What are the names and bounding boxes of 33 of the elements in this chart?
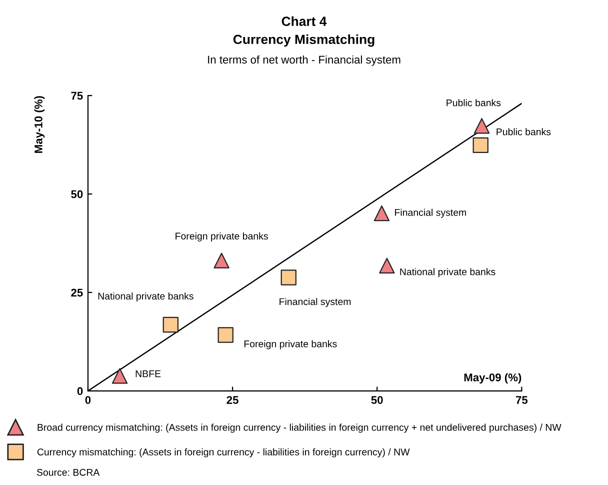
chart-title: Chart 4 Currency Mismatching [233, 16, 374, 47]
annotation: National private banks [400, 268, 496, 278]
point [112, 368, 128, 384]
annotation: Financial system [280, 298, 351, 308]
point [379, 258, 395, 274]
annotation: Public banks [446, 99, 501, 106]
annotation: Public banks [496, 128, 551, 136]
y-tick-label: 0 [77, 387, 83, 396]
annotation: Financial system [395, 208, 466, 218]
y-tick-label: 75 [71, 92, 83, 100]
annotation: National private banks [98, 292, 194, 302]
y-tick-label: 25 [71, 288, 83, 297]
point [374, 205, 390, 222]
annotation: NBFE [136, 370, 161, 378]
legend-label: Broad currency mismatching: (Assets in foreign currency - liabilities in foreign currency + net undelivered purchases) / NW [38, 424, 562, 433]
legend-label: Currency mismatching: (Assets in foreign currency - liabilities in foreign currency) / NW [37, 448, 410, 458]
y-axis-title: May-10 (%) [34, 96, 45, 153]
source-note: Source: BCRA [36, 468, 100, 476]
point [218, 327, 234, 343]
point [280, 270, 296, 286]
point [472, 137, 488, 154]
y-tick-label: 50 [71, 190, 83, 198]
x-tick-label: 25 [226, 396, 238, 404]
point [474, 118, 490, 134]
annotation: Foreign private banks [244, 340, 337, 350]
x-tick-label: 0 [85, 396, 91, 404]
point [162, 316, 179, 333]
x-tick-label: 75 [516, 396, 528, 404]
x-tick-label: 50 [371, 396, 383, 404]
x-axis-title: May-09 (%) [464, 373, 522, 384]
chart-subtitle: In terms of net worth - Financial system [208, 55, 400, 66]
annotation: Foreign private banks [176, 232, 268, 242]
point [214, 252, 230, 268]
